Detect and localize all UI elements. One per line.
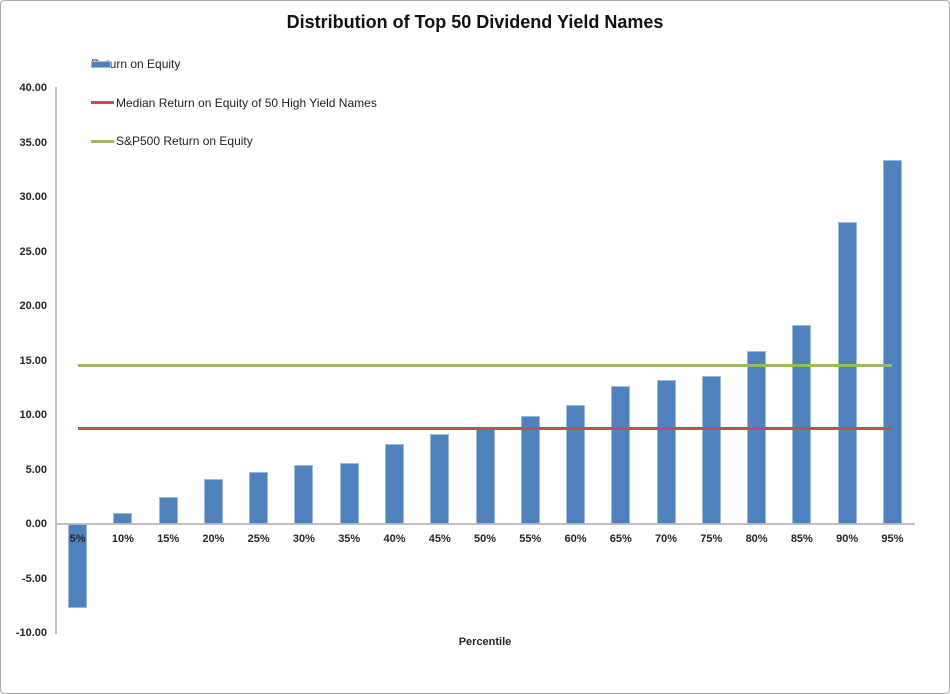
bar-25pct[interactable] bbox=[249, 471, 269, 524]
chart-title: Distribution of Top 50 Dividend Yield Na… bbox=[286, 12, 664, 32]
legend-item-label: S&P500 Return on Equity bbox=[116, 134, 253, 149]
x-tick-label: 80% bbox=[745, 533, 768, 545]
x-tick-label: 55% bbox=[519, 533, 542, 545]
line-s-p500-return-on-equity[interactable] bbox=[77, 364, 893, 368]
y-axis-line bbox=[55, 87, 57, 634]
legend-line-swatch bbox=[91, 139, 114, 143]
legend-item-label: Median Return on Equity of 50 High Yield… bbox=[116, 95, 377, 110]
bar-15pct[interactable] bbox=[158, 496, 178, 524]
x-tick-label: 20% bbox=[202, 533, 225, 545]
bar-10pct[interactable] bbox=[113, 513, 133, 524]
x-tick-label: 60% bbox=[564, 533, 587, 545]
x-tick-label: 75% bbox=[700, 533, 723, 545]
x-tick-label: 90% bbox=[836, 533, 859, 545]
bar-40pct[interactable] bbox=[384, 444, 404, 524]
y-tick-label: -10.00 bbox=[15, 627, 47, 639]
x-tick-label: 10% bbox=[111, 533, 134, 545]
legend-item-s-p500-return-on-equity[interactable]: S&P500 Return on Equity bbox=[91, 122, 377, 161]
x-tick-label: 95% bbox=[881, 533, 904, 545]
y-tick-label: 0.00 bbox=[25, 518, 47, 530]
bar-90pct[interactable] bbox=[837, 222, 857, 524]
x-tick-label: 45% bbox=[428, 533, 451, 545]
bar-30pct[interactable] bbox=[294, 465, 314, 524]
bar-45pct[interactable] bbox=[430, 433, 450, 524]
bar-20pct[interactable] bbox=[203, 479, 223, 524]
bar-50pct[interactable] bbox=[475, 426, 495, 524]
x-tick-label: 40% bbox=[383, 533, 406, 545]
line-median-return-on-equity-of-50-high-yield-names[interactable] bbox=[77, 426, 893, 430]
x-tick-label: 25% bbox=[247, 533, 270, 545]
y-tick-label: 40.00 bbox=[19, 82, 47, 94]
x-tick-label: 70% bbox=[655, 533, 678, 545]
bar-95pct[interactable] bbox=[882, 159, 902, 524]
legend-item-median-return-on-equity-of-50-high-yield-names[interactable]: Median Return on Equity of 50 High Yield… bbox=[91, 84, 377, 123]
legend-bar-swatch bbox=[91, 60, 111, 68]
bar-35pct[interactable] bbox=[339, 462, 359, 524]
bar-85pct[interactable] bbox=[792, 324, 812, 524]
bar-55pct[interactable] bbox=[520, 416, 540, 524]
y-tick-label: 35.00 bbox=[19, 136, 47, 149]
legend-item-return-on-equity[interactable]: Return on Equity bbox=[91, 45, 377, 84]
x-tick-label: 15% bbox=[157, 533, 180, 545]
y-tick-label: 30.00 bbox=[19, 191, 47, 203]
y-tick-label: 5.00 bbox=[25, 463, 47, 476]
x-tick-label: 30% bbox=[292, 533, 315, 545]
x-tick-label: 85% bbox=[790, 533, 813, 545]
bar-60pct[interactable] bbox=[566, 405, 586, 524]
y-tick-label: 20.00 bbox=[19, 300, 47, 312]
y-tick-label: 10.00 bbox=[19, 409, 47, 421]
legend-line-swatch bbox=[91, 101, 114, 105]
y-tick-label: 25.00 bbox=[19, 245, 47, 258]
x-tick-label: 5% bbox=[69, 533, 86, 545]
bar-70pct[interactable] bbox=[656, 380, 676, 524]
x-tick-label: 35% bbox=[338, 533, 361, 545]
legend-item-label: Return on Equity bbox=[91, 57, 181, 72]
y-tick-label: 15.00 bbox=[19, 354, 47, 367]
bar-65pct[interactable] bbox=[611, 385, 631, 524]
bar-75pct[interactable] bbox=[701, 375, 721, 524]
chart-legend: Return on Equity Median Return on Equity … bbox=[91, 45, 377, 161]
x-tick-label: 50% bbox=[473, 533, 497, 545]
y-tick-label: -5.00 bbox=[21, 572, 47, 585]
x-tick-label: 65% bbox=[609, 533, 632, 545]
x-axis-title: Percentile bbox=[458, 636, 512, 648]
bar-5pct[interactable] bbox=[68, 524, 88, 608]
x-axis-line bbox=[55, 523, 915, 525]
bar-80pct[interactable] bbox=[747, 350, 767, 524]
